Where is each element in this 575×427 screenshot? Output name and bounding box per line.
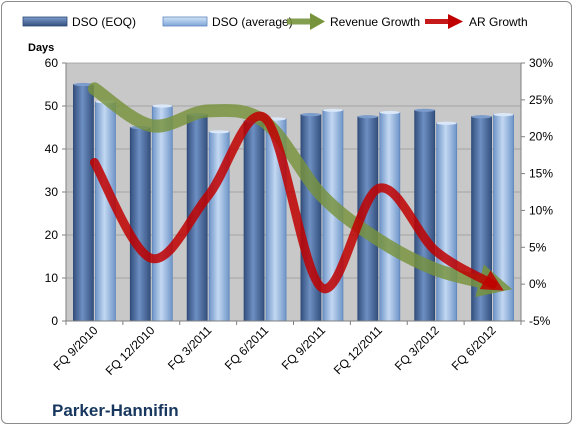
bar-dso-eoq-top — [471, 115, 492, 119]
line-revenue-growth — [87, 82, 513, 298]
bar-dso-average-top — [322, 108, 343, 112]
right-tick-label: 20% — [529, 130, 553, 144]
legend-item-dso-eoq: DSO (EOQ) — [22, 15, 136, 29]
legend-item-revenue-growth: Revenue Growth — [287, 13, 420, 30]
x-tick-label: FQ 6/2011 — [222, 323, 272, 373]
bar-dso-average — [151, 105, 173, 322]
bar-dso-average — [436, 122, 458, 322]
x-tick-label: FQ 12/2011 — [331, 323, 385, 377]
legend-label-dso-average: DSO (average) — [212, 15, 293, 29]
legend-item-dso-average: DSO (average) — [162, 15, 293, 29]
left-tick-label: 50 — [45, 99, 59, 113]
bar-dso-eoq-top — [300, 113, 321, 117]
bar-dso-average-top — [152, 104, 173, 108]
right-tick-label: 0% — [529, 277, 547, 291]
bar-dso-eoq — [73, 84, 94, 322]
bar-dso-eoq — [471, 116, 492, 322]
x-tick-label: FQ 12/2010 — [103, 323, 158, 378]
right-tick-label: 15% — [529, 167, 553, 181]
y-axis-title: Days — [28, 42, 54, 54]
bar-dso-average-top — [493, 113, 514, 117]
company-label: Parker-Hannifin — [52, 401, 179, 420]
right-tick-label: 5% — [529, 240, 547, 254]
left-tick-label: 20 — [45, 228, 59, 242]
bar-dso-eoq-top — [414, 108, 435, 112]
bar-dso-eoq — [414, 109, 436, 322]
left-tick-label: 0 — [51, 314, 58, 328]
right-tick-label: 10% — [529, 203, 553, 217]
legend-label-revenue-growth: Revenue Growth — [330, 15, 420, 29]
left-tick-label: 30 — [45, 185, 59, 199]
x-tick-label: FQ 9/2010 — [51, 323, 101, 373]
bar-dso-eoq — [129, 127, 151, 322]
x-tick-label: FQ 9/2011 — [279, 323, 329, 373]
bar-dso-average — [95, 101, 116, 322]
bar-dso-eoq-top — [357, 115, 378, 119]
left-tick-label: 60 — [45, 56, 59, 70]
left-tick-label: 40 — [45, 142, 59, 156]
left-tick-label: 10 — [45, 271, 59, 285]
x-tick-label: FQ 3/2011 — [165, 323, 215, 373]
bar-dso-average-top — [436, 121, 457, 125]
right-tick-label: -5% — [529, 314, 551, 328]
x-tick-label: FQ 6/2012 — [449, 323, 499, 373]
left-axis-ticks: 0 10 20 30 40 50 60 — [45, 56, 66, 328]
bar-dso-average — [493, 114, 514, 322]
legend-item-ar-growth: AR Growth — [425, 14, 528, 29]
right-axis-ticks: -5% 0% 5% 10% 15% 20% 25% 30% — [521, 56, 553, 328]
bar-dso-average-top — [209, 130, 230, 134]
bar-dso-eoq-top — [73, 82, 94, 87]
legend-arrow-head-ar-growth — [448, 14, 463, 29]
bar-dso-average-top — [379, 110, 400, 115]
legend-label-ar-growth: AR Growth — [469, 15, 528, 29]
right-tick-label: 25% — [529, 93, 553, 107]
legend-swatch-dso-average — [162, 16, 208, 27]
legend-label-dso-eoq: DSO (EOQ) — [72, 15, 136, 29]
x-tick-label: FQ 3/2012 — [392, 323, 442, 373]
legend-swatch-dso-eoq — [22, 16, 68, 27]
bar-dso-eoq — [243, 120, 265, 322]
legend-arrow-head-revenue-growth — [310, 13, 325, 30]
bar-dso-average — [379, 112, 401, 322]
growth-lines — [87, 82, 513, 298]
right-tick-label: 30% — [529, 56, 553, 70]
x-axis-ticks: FQ 9/2010 FQ 12/2010 FQ 3/2011 FQ 6/2011 FQ … — [51, 321, 522, 378]
line-ar-growth — [89, 111, 504, 294]
legend: DSO (EOQ) DSO (average) Revenue Growth A… — [22, 13, 528, 30]
